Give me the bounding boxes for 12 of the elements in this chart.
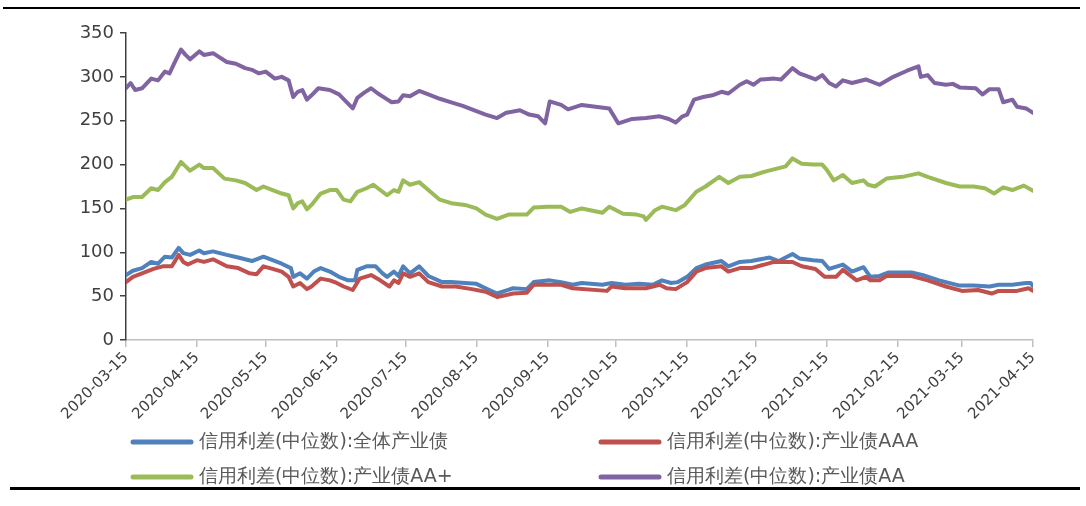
y-tick-label: 350: [79, 20, 114, 42]
y-tick-label: 200: [79, 152, 114, 174]
legend-label: 信用利差(中位数):产业债AA+: [199, 463, 453, 486]
y-tick-label: 100: [79, 239, 114, 261]
y-tick-label: 300: [79, 64, 114, 86]
y-tick-label: 150: [79, 196, 114, 218]
legend-label: 信用利差(中位数):全体产业债: [199, 428, 449, 451]
legend-label: 信用利差(中位数):产业债AAA: [667, 428, 919, 451]
y-tick-label: 250: [79, 108, 114, 130]
y-tick-label: 0: [102, 327, 114, 349]
legend-label: 信用利差(中位数):产业债AA: [667, 463, 905, 486]
y-tick-label: 50: [91, 283, 114, 305]
